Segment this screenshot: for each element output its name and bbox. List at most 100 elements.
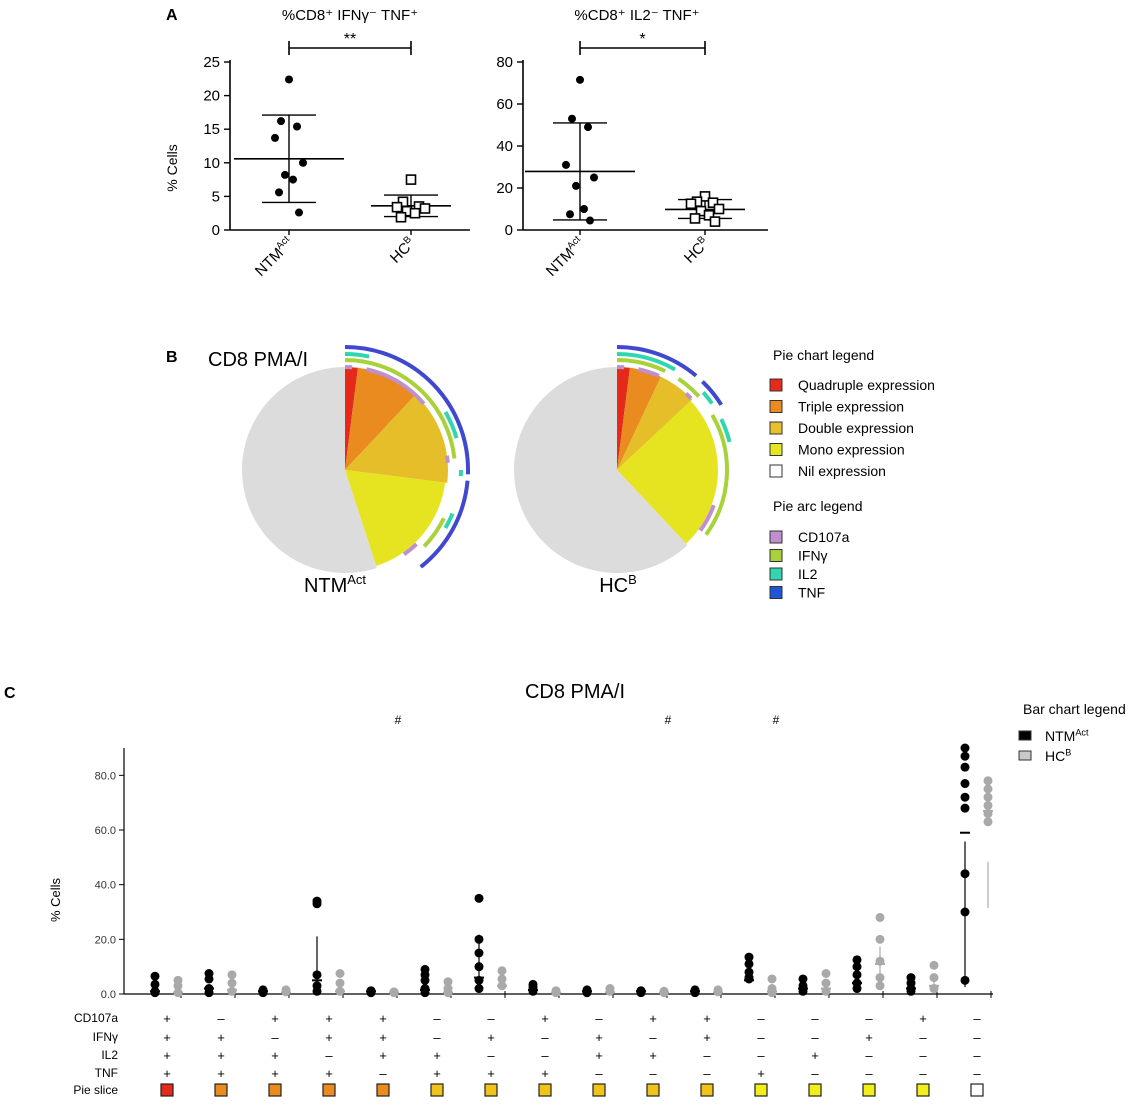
y-tick-label: 10 — [203, 155, 220, 172]
data-point — [150, 971, 160, 981]
sign-cell: + — [703, 1011, 711, 1026]
pie-label: HCB — [599, 572, 637, 597]
sign-cell: – — [811, 1066, 819, 1081]
data-point — [474, 962, 484, 972]
pie-label-base: NTM — [304, 575, 347, 597]
data-point — [584, 123, 592, 132]
pie-slice-swatch — [916, 1083, 930, 1097]
data-point — [335, 969, 345, 978]
data-point — [335, 978, 345, 988]
pie-slice-swatch — [538, 1083, 552, 1097]
data-point — [391, 201, 403, 213]
data-point — [582, 988, 592, 998]
bar-legend-label: NTMAct — [1045, 727, 1089, 744]
row-label: IL2 — [101, 1048, 118, 1062]
data-point — [227, 986, 237, 996]
data-point — [173, 981, 183, 991]
bar-legend-label-base: NTM — [1045, 728, 1075, 744]
pie-label-sup: Act — [347, 572, 366, 587]
bar-legend-swatch — [1018, 750, 1032, 761]
data-point — [150, 979, 160, 989]
data-point — [566, 210, 574, 219]
sign-cell: – — [703, 1066, 711, 1081]
sign-cell: – — [217, 1011, 225, 1026]
data-point — [767, 988, 777, 998]
pie-slice-swatch — [484, 1083, 498, 1097]
pie-arc — [402, 542, 418, 557]
panel-c-chart: 0.0 20.0 40.0 60.0 80.0 # # # — [95, 713, 993, 1001]
data-point — [420, 988, 430, 998]
expression-table: CD107a IFNγ IL2 TNF Pie slice + + + + – + + + + – + + + + –… — [73, 1011, 984, 1097]
pie-charts: NTMAct HCB — [241, 366, 718, 597]
sign-cell: – — [865, 1011, 873, 1026]
sign-cell: – — [919, 1066, 927, 1081]
pie-slice — [241, 367, 377, 573]
data-point — [852, 970, 862, 980]
panel-a-ylabel: % Cells — [164, 144, 180, 191]
pie-arc — [616, 352, 676, 372]
sign-cell: + — [217, 1048, 225, 1063]
data-point — [983, 800, 993, 810]
data-point — [312, 970, 322, 980]
sign-cell: + — [433, 1048, 441, 1063]
hash-mark: # — [665, 713, 672, 727]
arc-legend-swatch — [769, 586, 783, 599]
data-point — [906, 986, 916, 996]
sign-cell: + — [865, 1030, 873, 1045]
bar-legend: NTMAct HCB — [1018, 727, 1089, 764]
sign-cell: – — [649, 1066, 657, 1081]
sign-cell: + — [271, 1066, 279, 1081]
pie-slice-swatch — [322, 1083, 336, 1097]
pie-arc — [344, 345, 470, 475]
data-point — [875, 956, 885, 966]
pie-arc — [677, 377, 701, 398]
data-point — [929, 960, 939, 970]
pie-slice-swatch — [646, 1083, 660, 1097]
data-point — [659, 988, 669, 998]
data-point — [258, 988, 268, 998]
panel-label-b: B — [166, 349, 178, 366]
data-point — [703, 210, 715, 221]
data-point — [960, 762, 970, 772]
sign-cell: + — [163, 1011, 171, 1026]
data-point — [576, 75, 584, 84]
data-point — [474, 984, 484, 994]
data-point — [821, 969, 831, 978]
data-point — [275, 188, 283, 197]
pie-arc — [637, 367, 660, 378]
pie-slice-swatch — [592, 1083, 606, 1097]
data-point — [960, 779, 970, 789]
pie-slice — [513, 366, 688, 573]
data-point — [744, 952, 754, 962]
hash-mark: # — [773, 713, 780, 727]
sign-cell: – — [325, 1048, 333, 1063]
pie-legend-swatch — [769, 378, 783, 392]
sign-cell: + — [163, 1030, 171, 1045]
data-point — [420, 975, 430, 985]
sign-cell: – — [919, 1030, 927, 1045]
data-point — [960, 907, 970, 917]
sign-cell: – — [379, 1066, 387, 1081]
pie-legend-swatch — [769, 464, 783, 478]
arc-legend-label: CD107a — [798, 529, 850, 545]
y-tick-label: 20.0 — [95, 934, 116, 946]
sign-cell: + — [703, 1030, 711, 1045]
pie-legend-label: Double expression — [798, 420, 914, 436]
data-point — [227, 978, 237, 988]
data-point — [443, 988, 453, 998]
data-point — [150, 988, 160, 998]
arc-legend-title: Pie arc legend — [773, 498, 863, 514]
pie-slice — [345, 367, 416, 470]
sign-cell: – — [487, 1011, 495, 1026]
data-point — [605, 986, 615, 996]
data-point — [312, 986, 322, 996]
data-point — [497, 966, 507, 976]
row-label: TNF — [95, 1066, 118, 1080]
sign-cell: – — [757, 1030, 765, 1045]
data-point — [289, 175, 297, 184]
pie-arc — [698, 504, 716, 532]
data-point — [443, 977, 453, 987]
pie-slice-swatch — [214, 1083, 228, 1097]
data-point — [474, 975, 484, 985]
sign-cell: – — [757, 1011, 765, 1026]
